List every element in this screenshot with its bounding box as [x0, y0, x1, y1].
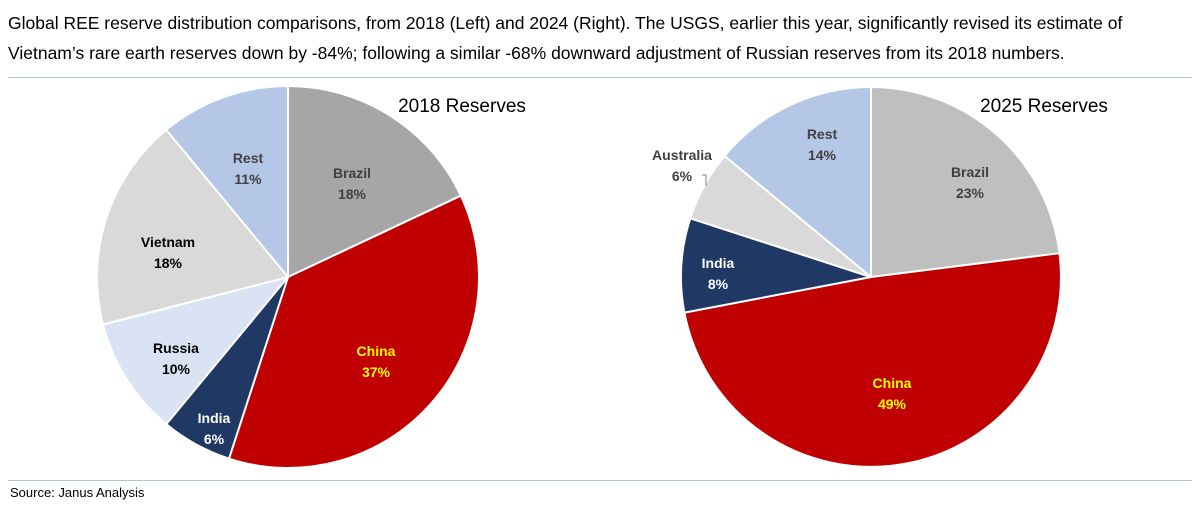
- slice-brazil-2018: [287, 85, 462, 278]
- pie-chart-2025: 2025 Reserves Brazil 23% China 49% India 8% Au…: [652, 86, 1108, 468]
- pie-chart-2018: 2018 Reserves Brazil 18% China 37% India 6% Ru…: [96, 85, 526, 469]
- slice-value-rest-2018: 11%: [234, 171, 262, 187]
- slice-label-rest-2018: Rest: [233, 150, 264, 166]
- slice-value-india-2025: 8%: [708, 276, 729, 292]
- slice-value-russia-2018: 10%: [162, 361, 191, 377]
- slice-rest-2018: [165, 85, 289, 278]
- bottom-divider: [8, 480, 1192, 481]
- caption-line-2: Vietnam’s rare earth reserves down by -8…: [8, 43, 1065, 63]
- slice-vietnam-2018: [96, 128, 289, 326]
- slice-value-china-2018: 37%: [362, 364, 391, 380]
- source-note: Source: Janus Analysis: [10, 485, 145, 500]
- slice-label-vietnam-2018: Vietnam: [141, 234, 195, 250]
- slice-china-2025: [683, 252, 1062, 468]
- slice-label-india-2018: India: [198, 410, 231, 426]
- slice-label-brazil-2018: Brazil: [333, 165, 371, 181]
- slice-value-brazil-2025: 23%: [956, 185, 985, 201]
- slice-value-rest-2025: 14%: [808, 147, 837, 163]
- slice-label-brazil-2025: Brazil: [951, 164, 989, 180]
- slice-value-australia-2025: 6%: [672, 168, 693, 184]
- pie-charts: 2018 Reserves Brazil 18% China 37% India 6% Ru…: [96, 85, 1108, 469]
- chart-title-2018: 2018 Reserves: [398, 96, 526, 117]
- slice-brazil-2025: [870, 86, 1061, 278]
- slice-label-india-2025: India: [702, 255, 735, 271]
- slice-india-2025: [680, 217, 872, 314]
- slice-value-vietnam-2018: 18%: [154, 255, 183, 271]
- slice-rest-2025: [723, 86, 872, 278]
- caption-line-1: Global REE reserve distribution comparis…: [8, 13, 1123, 33]
- slice-russia-2018: [102, 276, 289, 426]
- chart-caption: Global REE reserve distribution comparis…: [8, 8, 1193, 68]
- leader-line-australia-2025: [702, 174, 707, 186]
- slice-label-rest-2025: Rest: [807, 126, 838, 142]
- slice-value-india-2018: 6%: [204, 431, 225, 447]
- slice-value-china-2025: 49%: [878, 396, 907, 412]
- chart-title-2025: 2025 Reserves: [980, 96, 1108, 117]
- slice-label-australia-2025: Australia: [652, 147, 712, 163]
- slice-label-china-2025: China: [873, 375, 912, 391]
- top-divider: [8, 77, 1192, 78]
- slice-label-china-2018: China: [357, 343, 396, 359]
- slice-label-russia-2018: Russia: [153, 340, 199, 356]
- slice-value-brazil-2018: 18%: [338, 186, 367, 202]
- slice-china-2018: [227, 194, 480, 469]
